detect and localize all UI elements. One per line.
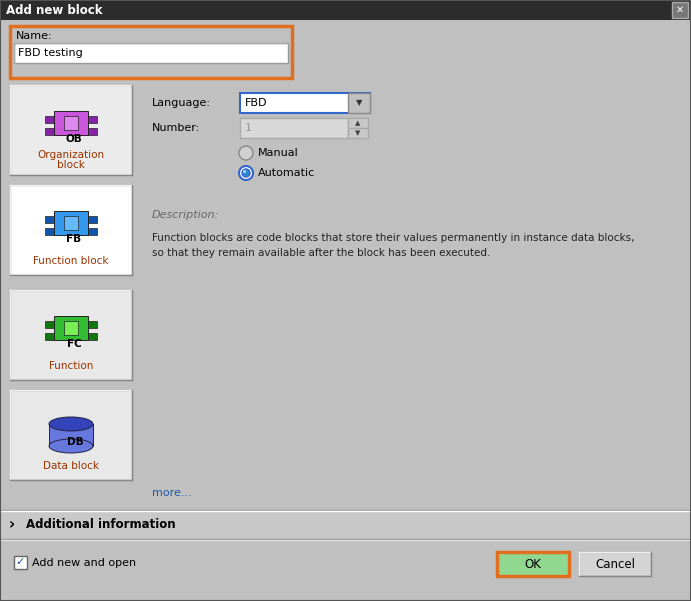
Bar — [54, 316, 88, 340]
Text: Add new block: Add new block — [6, 4, 102, 16]
Text: Data block: Data block — [43, 461, 99, 471]
Bar — [88, 128, 97, 135]
Circle shape — [242, 169, 250, 177]
Text: ›: › — [9, 517, 15, 532]
Text: Automatic: Automatic — [258, 168, 315, 178]
Bar — [64, 116, 78, 130]
Text: Cancel: Cancel — [595, 558, 635, 570]
Text: Number:: Number: — [152, 123, 200, 133]
Bar — [497, 552, 569, 576]
Bar — [54, 111, 88, 135]
Text: Function: Function — [49, 361, 93, 371]
Bar — [10, 185, 132, 275]
Circle shape — [239, 146, 253, 160]
Bar — [45, 333, 54, 340]
Bar — [64, 216, 78, 230]
Bar — [45, 116, 54, 123]
Bar — [49, 424, 93, 446]
Ellipse shape — [49, 417, 93, 431]
Bar — [88, 228, 97, 235]
Text: block: block — [57, 160, 85, 170]
Text: Description:: Description: — [152, 210, 219, 220]
Bar — [672, 2, 688, 18]
Text: ▼: ▼ — [355, 130, 361, 136]
Text: DB: DB — [67, 437, 84, 447]
Text: OB: OB — [66, 134, 82, 144]
Text: ▲: ▲ — [355, 120, 361, 126]
Bar — [10, 290, 132, 380]
Text: FC: FC — [66, 339, 82, 349]
Bar — [348, 118, 368, 128]
Text: Language:: Language: — [152, 98, 211, 108]
Text: FBD: FBD — [245, 98, 267, 108]
Bar — [45, 228, 54, 235]
Bar — [240, 118, 348, 138]
Text: Additional information: Additional information — [26, 519, 176, 531]
Text: ✓: ✓ — [16, 558, 25, 567]
Text: Function blocks are code blocks that store their values permanently in instance : Function blocks are code blocks that sto… — [152, 233, 634, 243]
Bar — [10, 390, 132, 480]
Bar — [88, 333, 97, 340]
Bar — [88, 321, 97, 328]
Text: Function block: Function block — [33, 256, 108, 266]
Text: OK: OK — [524, 558, 542, 570]
Bar — [0, 540, 691, 601]
Circle shape — [239, 166, 253, 180]
Bar — [64, 321, 78, 335]
Bar — [88, 116, 97, 123]
Text: Organization: Organization — [37, 150, 104, 160]
Bar — [54, 211, 88, 235]
Bar — [348, 93, 370, 113]
Text: FBD testing: FBD testing — [18, 48, 83, 58]
Bar — [348, 128, 368, 138]
Text: ✕: ✕ — [676, 5, 684, 15]
Circle shape — [243, 170, 246, 173]
Bar — [579, 552, 651, 576]
Bar — [45, 216, 54, 223]
Text: 1: 1 — [245, 123, 252, 133]
Text: FB: FB — [66, 234, 82, 244]
Bar — [14, 556, 27, 569]
Bar — [88, 216, 97, 223]
Text: Name:: Name: — [16, 31, 53, 41]
Bar — [14, 43, 288, 63]
Bar — [0, 511, 691, 539]
Bar — [0, 0, 691, 20]
Ellipse shape — [49, 439, 93, 453]
Text: so that they remain available after the block has been executed.: so that they remain available after the … — [152, 248, 491, 258]
Text: ▼: ▼ — [356, 99, 362, 108]
Bar — [10, 26, 292, 78]
Text: Add new and open: Add new and open — [32, 558, 136, 567]
Text: Manual: Manual — [258, 148, 299, 158]
Bar — [10, 85, 132, 175]
Bar — [45, 321, 54, 328]
Bar — [45, 128, 54, 135]
Text: more...: more... — [152, 488, 191, 498]
Bar — [240, 93, 370, 113]
